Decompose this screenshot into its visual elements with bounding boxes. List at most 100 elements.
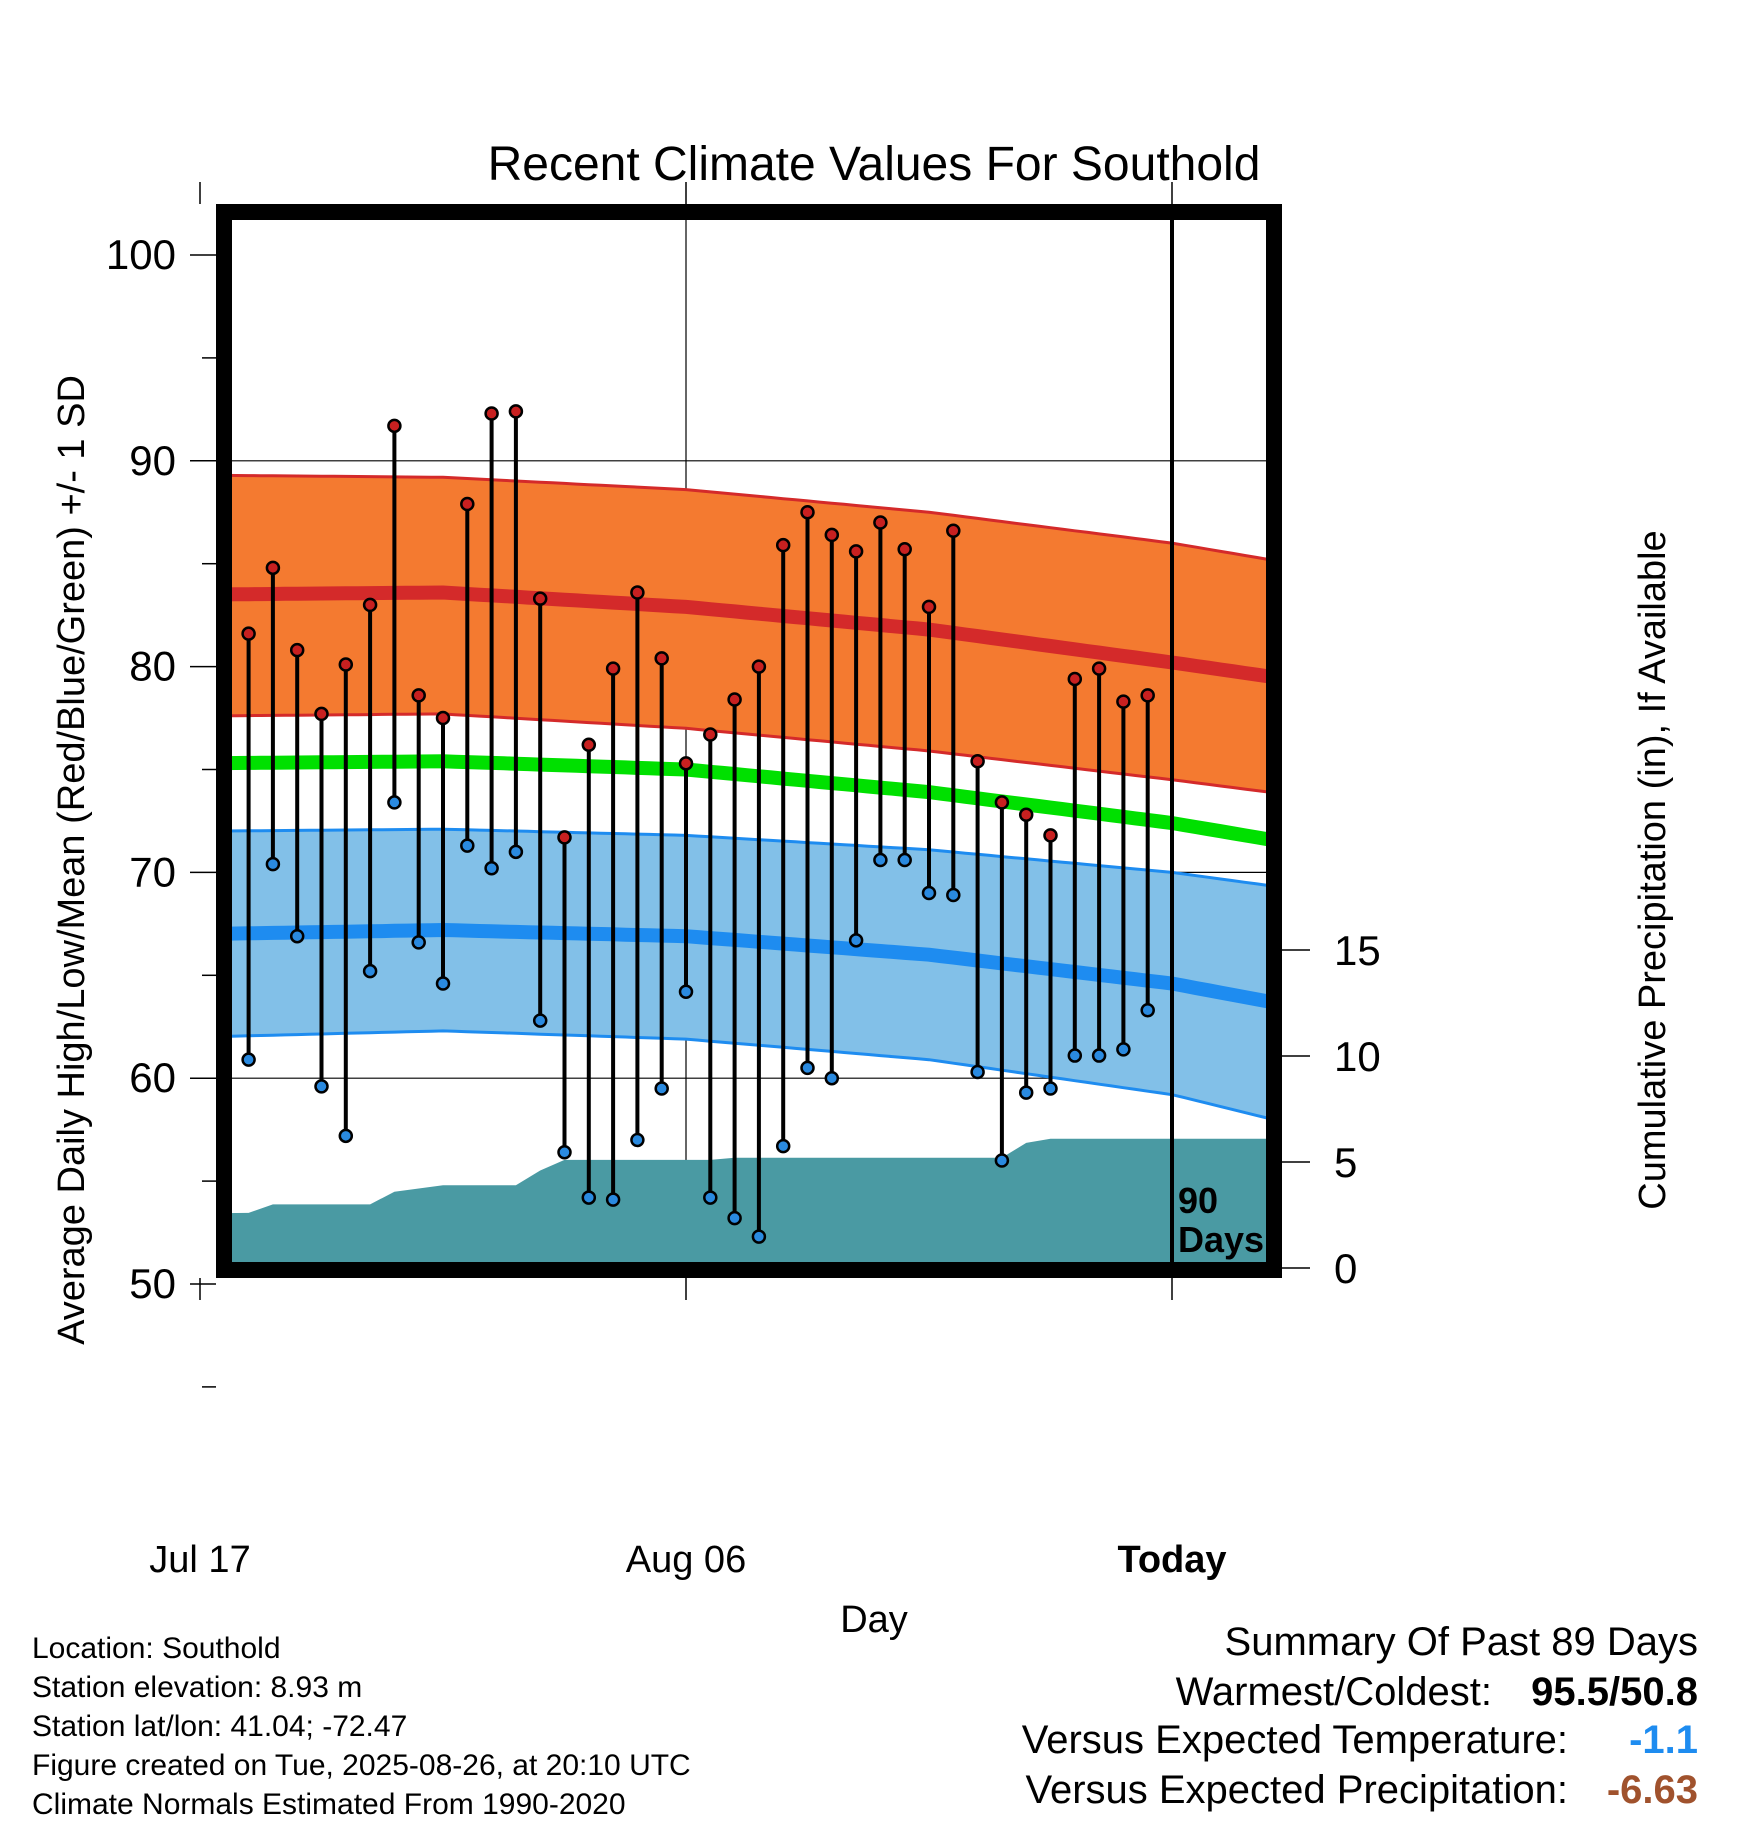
temp-anomaly-label: Versus Expected Temperature: [1021, 1718, 1568, 1762]
normal-mean-line [224, 754, 1274, 848]
observed-high-point [484, 406, 499, 421]
observed-low-point [873, 852, 888, 868]
x-axis-label: Day [840, 1599, 908, 1641]
precip-anomaly-value: -6.63 [1606, 1768, 1698, 1812]
observed-low-point [1091, 1048, 1107, 1063]
observed-low-point [362, 963, 378, 979]
x-tick-label: Aug 06 [626, 1539, 746, 1581]
x-tick-label: Jul 17 [149, 1539, 250, 1581]
observed-high-point [873, 515, 888, 530]
observed-low-point [1018, 1085, 1034, 1100]
warm-cold-label: Warmest/Coldest: [1175, 1670, 1492, 1714]
created-text: Figure created on Tue, 2025-08-26, at 20… [32, 1749, 691, 1782]
normal-low-line [224, 922, 1274, 1010]
observed-high-point [630, 585, 645, 600]
normal-low-band-lower-edge [224, 1029, 1274, 1122]
observed-high-point [1116, 694, 1131, 709]
observed-high-point [97, 675, 109, 687]
precip-anomaly-label: Versus Expected Precipitation: [1025, 1768, 1568, 1812]
observed-low-point [97, 908, 109, 920]
temp-anomaly-value: -1.1 [1629, 1718, 1698, 1762]
observed-low-point [630, 1132, 645, 1148]
observed-low-point [265, 856, 281, 872]
observed-low-point [824, 1070, 840, 1086]
observed-low-point [654, 1081, 669, 1096]
observed-high-point [24, 741, 36, 753]
observed-high-point [897, 542, 912, 557]
plot-frame [216, 204, 1282, 1278]
observed-high-point [1018, 807, 1034, 823]
warm-cold-value: 95.5/50.8 [1531, 1670, 1698, 1714]
y2-tick-label: 15 [1334, 927, 1381, 974]
observed-high-point [145, 587, 157, 599]
y-tick-label: 50 [129, 1260, 176, 1307]
observed-low-point [897, 852, 912, 868]
observed-high-point [460, 496, 475, 512]
observed-low-point [703, 1190, 718, 1205]
y2-tick-label: 10 [1334, 1033, 1381, 1080]
y-tick-label: 80 [129, 643, 176, 690]
plot-area: 90Days1009080706050151050Jun 07Jun 27Jul… [0, 182, 1381, 1581]
observed-low-point [460, 838, 475, 853]
observed-low-point [24, 922, 36, 934]
y-tick-label: 90 [129, 437, 176, 484]
x-tick-label: Today [1117, 1539, 1226, 1581]
observed-low-point [532, 1013, 548, 1028]
normal-high-band [224, 475, 1274, 793]
normal-low-band [224, 829, 1274, 1120]
observed-low-point [121, 916, 133, 928]
observed-low-point [1140, 1003, 1155, 1018]
observed-low-point [775, 1138, 791, 1154]
observed-low-point [314, 1079, 329, 1094]
observed-low-point [338, 1128, 354, 1144]
observed-low-point [435, 976, 451, 991]
normal-high-band-upper-edge [224, 473, 1274, 562]
observed-high-point [338, 657, 354, 672]
cumulative-precip-area [224, 1138, 1274, 1268]
observed-high-point [0, 533, 12, 545]
observed-high-point [946, 523, 961, 539]
observed-high-point [289, 642, 305, 658]
observed-high-point [314, 706, 329, 722]
observed-low-point [751, 1229, 767, 1244]
observed-high-point [605, 661, 621, 676]
observed-high-point [435, 710, 451, 726]
observed-high-point [1091, 661, 1107, 676]
latlon-text: Station lat/lon: 41.04; -72.47 [32, 1710, 408, 1743]
y2-axis-label: Cumulative Precipitation (in), If Availa… [1632, 530, 1674, 1209]
observed-high-point [581, 737, 597, 753]
y-axis-label: Average Daily High/Low/Mean (Red/Blue/Gr… [51, 375, 93, 1345]
observed-high-point [241, 626, 256, 641]
observed-high-point [654, 651, 669, 666]
normal-low-band-upper-edge [224, 827, 1274, 888]
observed-high-point [800, 505, 815, 520]
observed-high-point [362, 597, 378, 613]
observed-high-point [557, 830, 572, 845]
y2-tick-label: 0 [1334, 1245, 1357, 1292]
observed-low-point [289, 928, 305, 944]
today-marker-label-days-count: 90 [1178, 1180, 1218, 1221]
y-tick-label: 100 [106, 231, 176, 278]
observed-low-point [484, 861, 499, 876]
chart-title: Recent Climate Values For Southold [488, 138, 1261, 191]
observed-high-point [703, 727, 718, 742]
summary-title: Summary Of Past 89 Days [1224, 1620, 1698, 1664]
today-marker-label-days-word: Days [1178, 1219, 1264, 1260]
normals-text: Climate Normals Estimated From 1990-2020 [32, 1788, 626, 1821]
observed-high-point [387, 418, 402, 434]
observed-high-point [848, 544, 864, 559]
observed-high-point [824, 527, 840, 543]
y2-tick-label: 5 [1334, 1139, 1357, 1186]
observed-high-point [994, 795, 1010, 810]
location-text: Location: Southold [32, 1632, 281, 1665]
observed-low-point [946, 887, 961, 903]
observed-high-point [678, 756, 694, 771]
y-tick-label: 70 [129, 848, 176, 895]
observed-low-point [557, 1145, 572, 1160]
observed-low-point [194, 706, 206, 718]
observed-low-point [387, 795, 402, 810]
observed-low-point [727, 1210, 742, 1226]
observed-high-point [751, 659, 767, 674]
